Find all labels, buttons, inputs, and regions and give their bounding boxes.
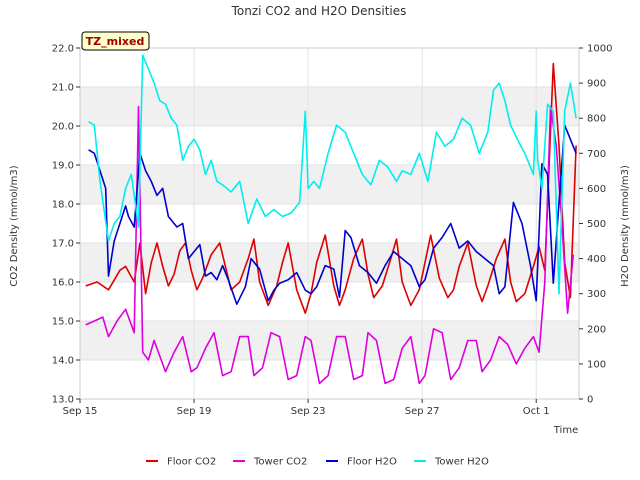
left-axis-title: CO2 Density (mmol/m3) [9,165,20,286]
left-tick-label: 16.0 [52,278,74,289]
right-tick-label: 700 [587,149,606,160]
site-badge: TZ_mixed [81,31,150,51]
right-tick-label: 400 [587,254,606,265]
series-line-tower-h2o [88,54,577,295]
right-tick-label: 200 [587,324,606,335]
right-tick-label: 900 [587,79,606,90]
left-tick-label: 13.0 [52,395,74,406]
right-tick-label: 300 [587,289,606,300]
chart-title: Tonzi CO2 and H2O Densities [231,4,407,18]
site-badge-label: TZ_mixed [86,35,145,48]
left-tick-label: 22.0 [52,44,74,55]
left-tick-label: 19.0 [52,161,74,172]
left-tick-label: 14.0 [52,356,74,367]
x-tick-label: Oct 1 [523,406,550,417]
shaded-band-0 [80,321,579,360]
series-layer [85,54,577,385]
right-tick-label: 500 [587,219,606,230]
left-tick-label: 18.0 [52,200,74,211]
left-tick-label: 20.0 [52,122,74,133]
legend: Floor CO2 Tower CO2 Floor H2O Tower H2O [146,457,489,468]
legend-label: Floor CO2 [167,457,216,468]
legend-label: Tower CO2 [253,457,307,468]
right-axis-title: H2O Density (mmol/m3) [620,165,631,287]
right-tick-label: 600 [587,184,606,195]
right-tick-label: 800 [587,114,606,125]
left-tick-label: 21.0 [52,83,74,94]
x-tick-label: Sep 19 [177,406,212,417]
legend-label: Floor H2O [347,457,397,468]
series-line-floor-h2o [88,124,577,306]
left-axis-ticks: 13.0 14.0 15.0 16.0 17.0 18.0 19.0 20.0 21.0 22.0 [52,44,80,406]
left-tick-label: 15.0 [52,317,74,328]
shaded-band-3 [80,87,579,126]
x-axis-ticks: Sep 15 Sep 19 Sep 23 Sep 27 Oct 1 [63,399,550,417]
left-tick-label: 17.0 [52,239,74,250]
series-line-floor-co2 [85,62,577,315]
x-tick-label: Sep 23 [291,406,326,417]
right-tick-label: 1000 [587,44,612,55]
x-tick-label: Sep 15 [63,406,98,417]
series-line-tower-co2 [85,105,575,385]
shaded-band-2 [80,165,579,204]
shaded-bands [80,87,579,360]
legend-label: Tower H2O [434,457,489,468]
x-axis-title: Time [553,425,578,436]
x-tick-label: Sep 27 [405,406,440,417]
right-axis-ticks: 0 100 200 300 400 500 600 700 800 900 1000 [579,44,612,406]
right-tick-label: 0 [587,395,593,406]
right-tick-label: 100 [587,359,606,370]
